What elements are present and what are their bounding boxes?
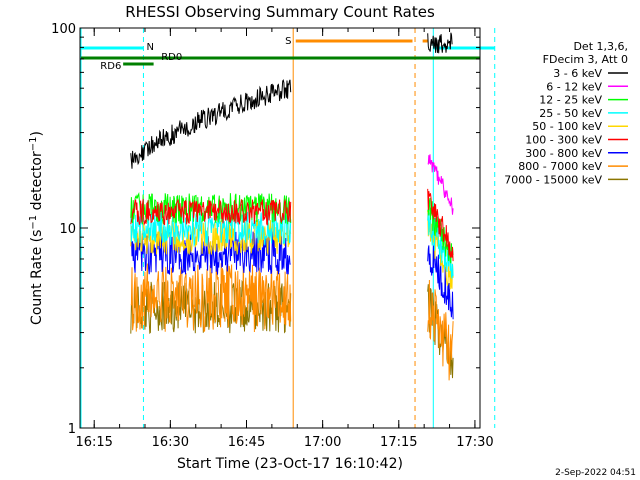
legend-label: 6 - 12 keV	[546, 80, 602, 93]
x-tick-label: 17:15	[380, 435, 417, 450]
x-axis-label: Start Time (23-Oct-17 16:10:42)	[177, 456, 403, 472]
y-tick-label: 1	[68, 422, 76, 437]
legend-header: Det 1,3,6,	[573, 40, 628, 53]
series-line	[427, 154, 454, 215]
series-segment	[130, 79, 292, 169]
legend-label: 50 - 100 keV	[532, 120, 602, 133]
x-tick-label: 16:45	[228, 435, 265, 450]
x-tick-label: 16:15	[75, 435, 112, 450]
series-segment	[130, 262, 292, 333]
chart-title: RHESSI Observing Summary Count Rates	[125, 3, 435, 21]
series-segment	[427, 279, 454, 381]
axes: 16:15 16:30 16:45 17:00 17:15 17:30 1 10 100	[51, 22, 493, 450]
series-line	[130, 262, 454, 381]
data-series	[130, 32, 454, 381]
x-tick-label: 17:30	[456, 435, 493, 450]
y-axis-label: Count Rate (s−1 detector−1)	[28, 131, 45, 325]
y-tick-label: 10	[59, 222, 76, 237]
legend-label: 800 - 7000 keV	[518, 160, 602, 173]
rd6-flag-label: RD6	[100, 61, 121, 72]
generation-timestamp: 2-Sep-2022 04:51	[555, 468, 636, 478]
series-segment	[427, 188, 454, 262]
legend-label: 25 - 50 keV	[539, 107, 602, 120]
saa-flag-label: S	[285, 36, 291, 47]
legend-label: 100 - 300 keV	[525, 134, 602, 147]
series-segment	[427, 154, 454, 215]
legend-label: 300 - 800 keV	[525, 147, 602, 160]
x-tick-label: 17:00	[304, 435, 341, 450]
legend-label: 7000 - 15000 keV	[504, 173, 602, 186]
series-line	[130, 188, 454, 262]
series-line	[427, 32, 453, 54]
rd0-flag-label: RD0	[161, 52, 182, 63]
night-flag-label: N	[146, 42, 153, 53]
series-segment	[130, 198, 292, 226]
series-segment	[427, 210, 454, 290]
series-line	[130, 79, 292, 169]
y-tick-label: 100	[51, 22, 76, 37]
x-tick-label: 16:30	[152, 435, 189, 450]
legend-label: 3 - 6 keV	[553, 67, 602, 80]
legend-label: 12 - 25 keV	[539, 94, 602, 107]
legend-header: FDecim 3, Att 0	[543, 53, 628, 66]
series-segment	[427, 32, 453, 54]
